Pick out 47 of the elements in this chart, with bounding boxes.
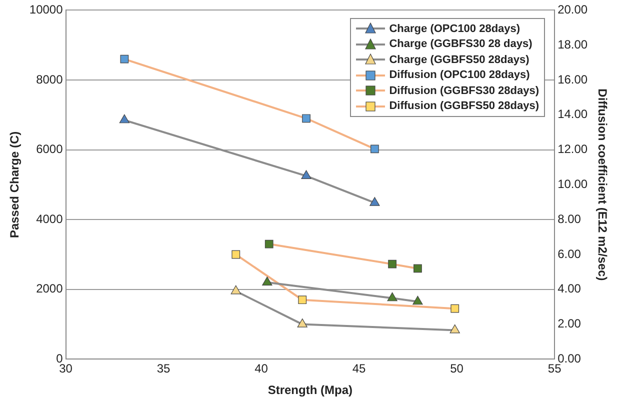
point: [298, 296, 307, 304]
point: [370, 197, 380, 206]
x-tick-label: 50: [450, 362, 464, 376]
y2-tick-label: 18.00: [558, 37, 588, 52]
point: [301, 170, 312, 180]
legend-label: Charge (GGBFS30 28 days): [389, 38, 532, 50]
y-tick-label: 6000: [36, 142, 64, 156]
y2-tick-label: 16.00: [558, 72, 588, 86]
legend-label: Charge (OPC100 28days): [389, 22, 520, 35]
point: [388, 260, 396, 268]
point: [370, 144, 379, 154]
point: [387, 292, 398, 302]
point: [302, 114, 310, 123]
y2-tick-label: 14.00: [558, 107, 588, 122]
y-tick-label: 2000: [36, 282, 64, 296]
y-tick-label: 10000: [29, 2, 64, 17]
legend-label: Charge (GGBFS50 28days): [389, 54, 530, 66]
y-tick-label: 4000: [36, 212, 64, 226]
point: [297, 318, 308, 328]
point: [264, 240, 274, 248]
legend-label: Diffusion (GGBFS30 28days): [389, 84, 539, 97]
point: [450, 304, 460, 313]
point: [262, 276, 272, 286]
y2-tick-label: 4.00: [558, 282, 582, 296]
point: [412, 296, 423, 305]
y2-tick-label: 8.00: [558, 212, 582, 226]
point: [230, 285, 241, 294]
y2-tick-label: 2.00: [558, 316, 582, 331]
point: [120, 54, 129, 64]
legend-label: Diffusion (GGBFS50 28days): [389, 100, 539, 112]
y2-tick-label: 10.00: [558, 177, 588, 192]
point: [119, 114, 130, 124]
y2-tick-label: 12.00: [558, 142, 588, 156]
legend-label: Diffusion (OPC100 28days): [389, 69, 530, 82]
x-tick-label: 40: [254, 362, 268, 376]
y2-tick-label: 20.00: [558, 2, 588, 17]
y2-axis-title: Diffusion coefficient (E12 m2/sec): [595, 88, 610, 281]
x-tick-label: 45: [352, 362, 366, 376]
x-tick-label: 35: [156, 362, 171, 376]
point: [450, 324, 460, 334]
x-tick-label: 30: [59, 362, 73, 376]
point: [232, 250, 240, 259]
point: [414, 264, 422, 273]
y2-tick-label: 6.00: [558, 246, 582, 261]
x-axis-title: Strength (Mpa): [268, 383, 352, 398]
y-axis-title: Passed Charge (C): [8, 131, 22, 238]
y-tick-label: 8000: [36, 72, 64, 86]
